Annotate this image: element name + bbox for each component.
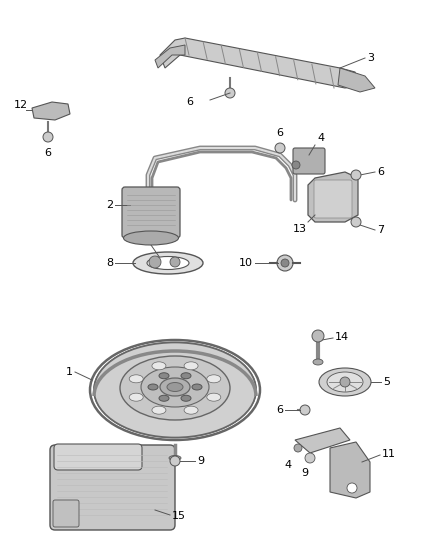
Polygon shape <box>308 172 358 222</box>
FancyBboxPatch shape <box>50 445 175 530</box>
Text: 9: 9 <box>301 468 308 478</box>
Circle shape <box>277 255 293 271</box>
Text: 14: 14 <box>335 332 349 342</box>
Text: 15: 15 <box>172 511 186 521</box>
Circle shape <box>149 256 161 268</box>
FancyBboxPatch shape <box>293 148 325 174</box>
Text: 5: 5 <box>383 377 390 387</box>
Text: 11: 11 <box>382 449 396 459</box>
Ellipse shape <box>181 395 191 401</box>
Ellipse shape <box>152 362 166 370</box>
Circle shape <box>347 483 357 493</box>
Ellipse shape <box>159 395 169 401</box>
Text: 6: 6 <box>276 128 283 138</box>
Ellipse shape <box>159 373 169 379</box>
Text: 12: 12 <box>14 100 28 110</box>
Text: 6: 6 <box>45 148 52 158</box>
Polygon shape <box>155 45 185 68</box>
Circle shape <box>351 170 361 180</box>
Ellipse shape <box>148 384 158 390</box>
Text: 4: 4 <box>284 460 292 470</box>
Ellipse shape <box>129 393 143 401</box>
Ellipse shape <box>124 231 179 245</box>
Polygon shape <box>295 428 350 453</box>
Ellipse shape <box>313 359 323 365</box>
Text: 6: 6 <box>377 167 384 177</box>
Circle shape <box>292 161 300 169</box>
Ellipse shape <box>152 406 166 414</box>
Text: 1: 1 <box>66 367 73 377</box>
Ellipse shape <box>167 383 183 392</box>
Text: 2: 2 <box>106 200 113 210</box>
Ellipse shape <box>184 362 198 370</box>
Ellipse shape <box>192 384 202 390</box>
Ellipse shape <box>207 393 221 401</box>
Polygon shape <box>330 442 370 498</box>
Circle shape <box>340 377 350 387</box>
Ellipse shape <box>181 373 191 379</box>
Ellipse shape <box>207 375 221 383</box>
Ellipse shape <box>184 406 198 414</box>
Text: 10: 10 <box>239 258 253 268</box>
Text: 9: 9 <box>197 456 204 466</box>
Circle shape <box>225 88 235 98</box>
Circle shape <box>294 444 302 452</box>
Polygon shape <box>338 68 375 92</box>
Ellipse shape <box>120 356 230 420</box>
FancyBboxPatch shape <box>54 444 142 470</box>
Ellipse shape <box>133 252 203 274</box>
Text: 13: 13 <box>293 224 307 234</box>
Ellipse shape <box>319 368 371 396</box>
Text: 6: 6 <box>276 405 283 415</box>
Ellipse shape <box>129 375 143 383</box>
Text: 7: 7 <box>377 225 384 235</box>
Ellipse shape <box>160 378 190 396</box>
FancyBboxPatch shape <box>122 187 180 238</box>
Text: 6: 6 <box>162 260 169 270</box>
Circle shape <box>281 259 289 267</box>
Text: 8: 8 <box>106 258 113 268</box>
Polygon shape <box>160 38 360 88</box>
Ellipse shape <box>327 372 363 392</box>
Ellipse shape <box>147 256 189 270</box>
Circle shape <box>305 453 315 463</box>
Ellipse shape <box>94 343 256 438</box>
FancyBboxPatch shape <box>314 180 352 218</box>
Circle shape <box>351 217 361 227</box>
Ellipse shape <box>169 456 181 461</box>
Circle shape <box>170 456 180 466</box>
Ellipse shape <box>141 367 209 407</box>
Circle shape <box>300 405 310 415</box>
Text: 6: 6 <box>186 97 193 107</box>
Text: 3: 3 <box>367 53 374 63</box>
Circle shape <box>312 330 324 342</box>
FancyBboxPatch shape <box>53 500 79 527</box>
Circle shape <box>43 132 53 142</box>
Circle shape <box>170 257 180 267</box>
Text: 4: 4 <box>317 133 324 143</box>
Circle shape <box>275 143 285 153</box>
Polygon shape <box>32 102 70 120</box>
